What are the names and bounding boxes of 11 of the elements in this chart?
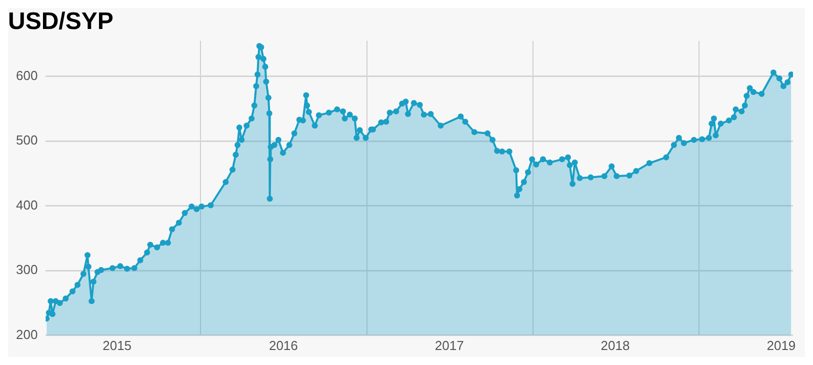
y-tick-label: 200 xyxy=(16,326,38,342)
y-tick-label: 400 xyxy=(16,197,38,212)
x-tick-label: 2017 xyxy=(434,338,464,353)
y-tick-label: 300 xyxy=(16,262,38,278)
chart-title: USD/SYP xyxy=(8,8,114,36)
x-tick-label: 2018 xyxy=(600,338,630,353)
x-tick-label: 2015 xyxy=(102,338,132,353)
x-tick-label: 2019 xyxy=(766,338,796,353)
y-tick-label: 500 xyxy=(16,132,38,148)
y-tick-label: 600 xyxy=(16,68,38,83)
x-tick-label: 2016 xyxy=(268,338,298,353)
